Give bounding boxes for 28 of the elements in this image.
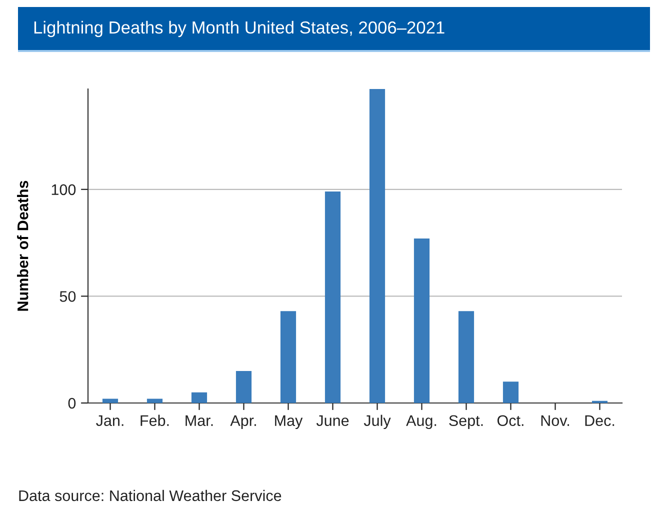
y-axis-title: Number of Deaths xyxy=(17,180,28,311)
bar xyxy=(280,311,296,403)
bar xyxy=(458,311,474,403)
x-tick-label: June xyxy=(316,415,349,426)
x-tick-label: Aug. xyxy=(406,415,436,430)
x-tick-label: Feb. xyxy=(140,414,169,426)
x-tick-label: Jan. xyxy=(96,415,124,426)
bar xyxy=(414,238,430,403)
bar xyxy=(502,382,519,403)
bar xyxy=(236,370,252,403)
x-tick-label: May xyxy=(275,415,303,430)
x-tick-label: Nov. xyxy=(541,415,569,426)
x-tick-label: Mar. xyxy=(186,415,213,426)
bar xyxy=(191,392,208,403)
bar xyxy=(369,89,386,403)
y-tick-label: 0 xyxy=(68,398,76,409)
source-note: Data source: National Weather Service xyxy=(19,490,282,502)
y-tick-label: 100 xyxy=(52,184,76,196)
x-tick-label: Sept. xyxy=(449,415,483,430)
bar xyxy=(146,398,163,403)
bar xyxy=(102,398,118,403)
bar xyxy=(324,192,341,403)
x-tick-label: July xyxy=(364,414,391,430)
chart-title: Lightning Deaths by Month United States, 2006–2021 xyxy=(34,20,444,38)
y-tick-label: 50 xyxy=(60,291,76,302)
x-tick-label: Oct. xyxy=(497,415,524,426)
x-tick-label: Apr. xyxy=(230,415,256,430)
x-tick-label: Dec. xyxy=(585,415,614,426)
